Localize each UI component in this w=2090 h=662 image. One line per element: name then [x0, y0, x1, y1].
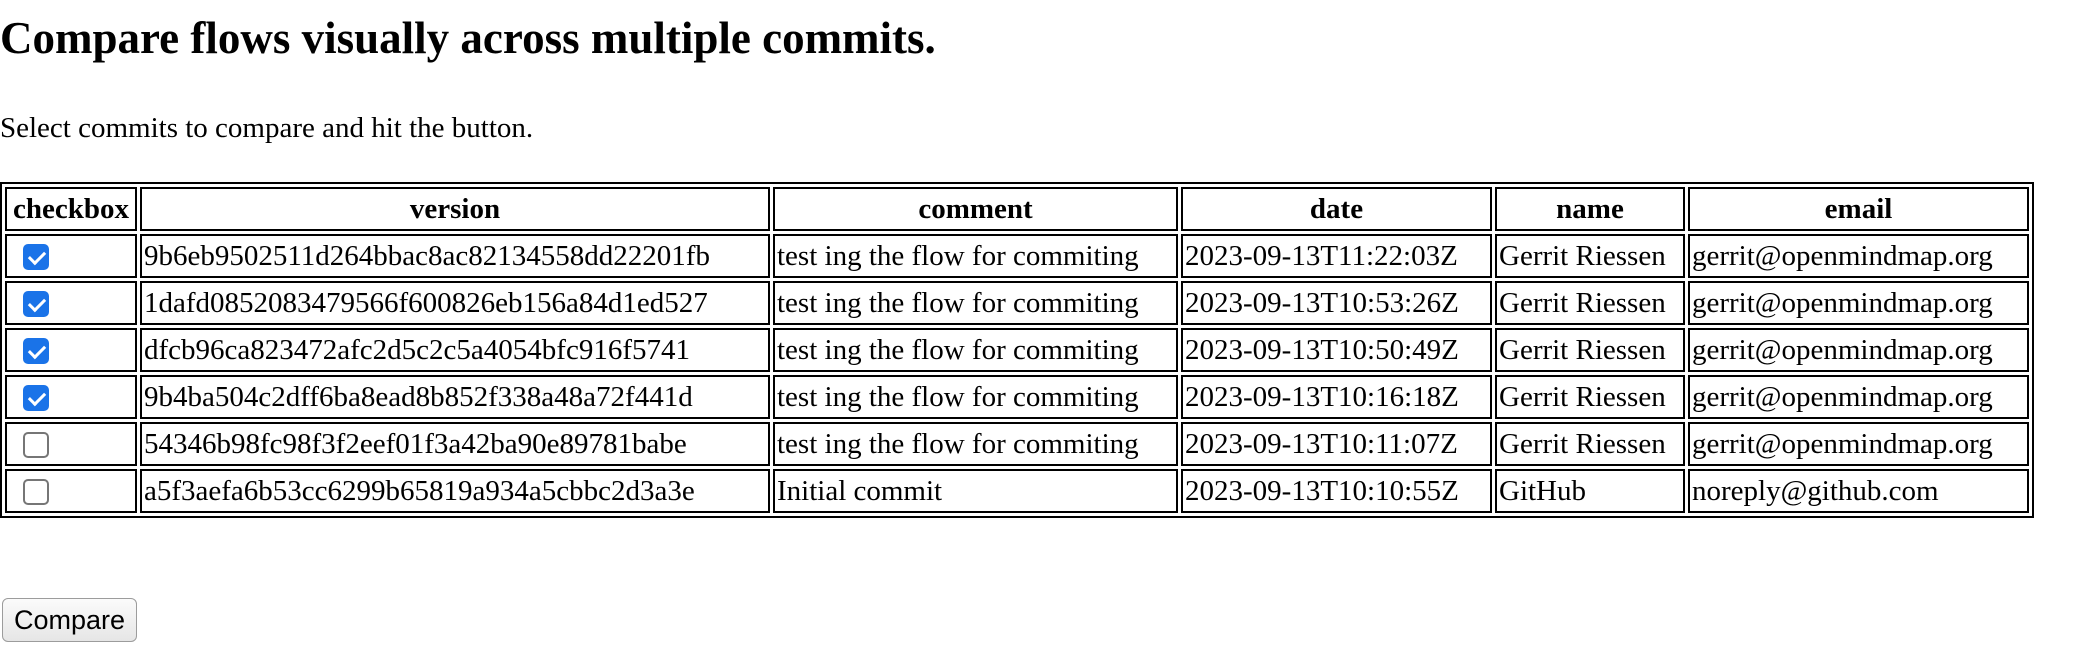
table-header-row: checkbox version comment date name email	[5, 187, 2029, 231]
version-cell: 54346b98fc98f3f2eef01f3a42ba90e89781babe	[140, 422, 770, 466]
header-email: email	[1688, 187, 2029, 231]
email-cell: noreply@github.com	[1688, 469, 2029, 513]
date-cell: 2023-09-13T10:10:55Z	[1181, 469, 1492, 513]
commit-checkbox[interactable]	[23, 337, 49, 364]
comment-cell: Initial commit	[773, 469, 1178, 513]
checkbox-cell	[5, 234, 137, 278]
comment-cell: test ing the flow for commiting	[773, 422, 1178, 466]
comment-cell: test ing the flow for commiting	[773, 234, 1178, 278]
comment-cell: test ing the flow for commiting	[773, 375, 1178, 419]
email-cell: gerrit@openmindmap.org	[1688, 281, 2029, 325]
version-cell: dfcb96ca823472afc2d5c2c5a4054bfc916f5741	[140, 328, 770, 372]
commit-checkbox[interactable]	[23, 384, 49, 411]
checkbox-cell	[5, 469, 137, 513]
intro-text: Select commits to compare and hit the bu…	[0, 112, 534, 144]
version-cell: 9b6eb9502511d264bbac8ac82134558dd22201fb	[140, 234, 770, 278]
name-cell: Gerrit Riessen	[1495, 281, 1685, 325]
table-row: a5f3aefa6b53cc6299b65819a934a5cbbc2d3a3e…	[5, 469, 2029, 513]
name-cell: Gerrit Riessen	[1495, 422, 1685, 466]
email-cell: gerrit@openmindmap.org	[1688, 234, 2029, 278]
page-title: Compare flows visually across multiple c…	[0, 13, 936, 63]
date-cell: 2023-09-13T10:11:07Z	[1181, 422, 1492, 466]
commits-table-body: 9b6eb9502511d264bbac8ac82134558dd22201fb…	[5, 234, 2029, 513]
date-cell: 2023-09-13T10:50:49Z	[1181, 328, 1492, 372]
name-cell: Gerrit Riessen	[1495, 375, 1685, 419]
header-checkbox: checkbox	[5, 187, 137, 231]
date-cell: 2023-09-13T11:22:03Z	[1181, 234, 1492, 278]
table-row: 54346b98fc98f3f2eef01f3a42ba90e89781babe…	[5, 422, 2029, 466]
version-cell: a5f3aefa6b53cc6299b65819a934a5cbbc2d3a3e	[140, 469, 770, 513]
header-name: name	[1495, 187, 1685, 231]
commit-checkbox[interactable]	[23, 243, 49, 270]
header-date: date	[1181, 187, 1492, 231]
comment-cell: test ing the flow for commiting	[773, 328, 1178, 372]
commit-checkbox[interactable]	[23, 431, 49, 458]
table-row: 9b4ba504c2dff6ba8ead8b852f338a48a72f441d…	[5, 375, 2029, 419]
name-cell: Gerrit Riessen	[1495, 234, 1685, 278]
email-cell: gerrit@openmindmap.org	[1688, 375, 2029, 419]
date-cell: 2023-09-13T10:16:18Z	[1181, 375, 1492, 419]
checkbox-cell	[5, 375, 137, 419]
commits-table: checkbox version comment date name email…	[0, 182, 2034, 518]
table-row: dfcb96ca823472afc2d5c2c5a4054bfc916f5741…	[5, 328, 2029, 372]
checkbox-cell	[5, 328, 137, 372]
header-comment: comment	[773, 187, 1178, 231]
email-cell: gerrit@openmindmap.org	[1688, 328, 2029, 372]
name-cell: GitHub	[1495, 469, 1685, 513]
email-cell: gerrit@openmindmap.org	[1688, 422, 2029, 466]
version-cell: 9b4ba504c2dff6ba8ead8b852f338a48a72f441d	[140, 375, 770, 419]
compare-button[interactable]: Compare	[2, 598, 138, 642]
checkbox-cell	[5, 422, 137, 466]
name-cell: Gerrit Riessen	[1495, 328, 1685, 372]
version-cell: 1dafd0852083479566f600826eb156a84d1ed527	[140, 281, 770, 325]
table-row: 9b6eb9502511d264bbac8ac82134558dd22201fb…	[5, 234, 2029, 278]
table-row: 1dafd0852083479566f600826eb156a84d1ed527…	[5, 281, 2029, 325]
header-version: version	[140, 187, 770, 231]
commit-checkbox[interactable]	[23, 478, 49, 505]
checkbox-cell	[5, 281, 137, 325]
commit-checkbox[interactable]	[23, 290, 49, 317]
date-cell: 2023-09-13T10:53:26Z	[1181, 281, 1492, 325]
comment-cell: test ing the flow for commiting	[773, 281, 1178, 325]
